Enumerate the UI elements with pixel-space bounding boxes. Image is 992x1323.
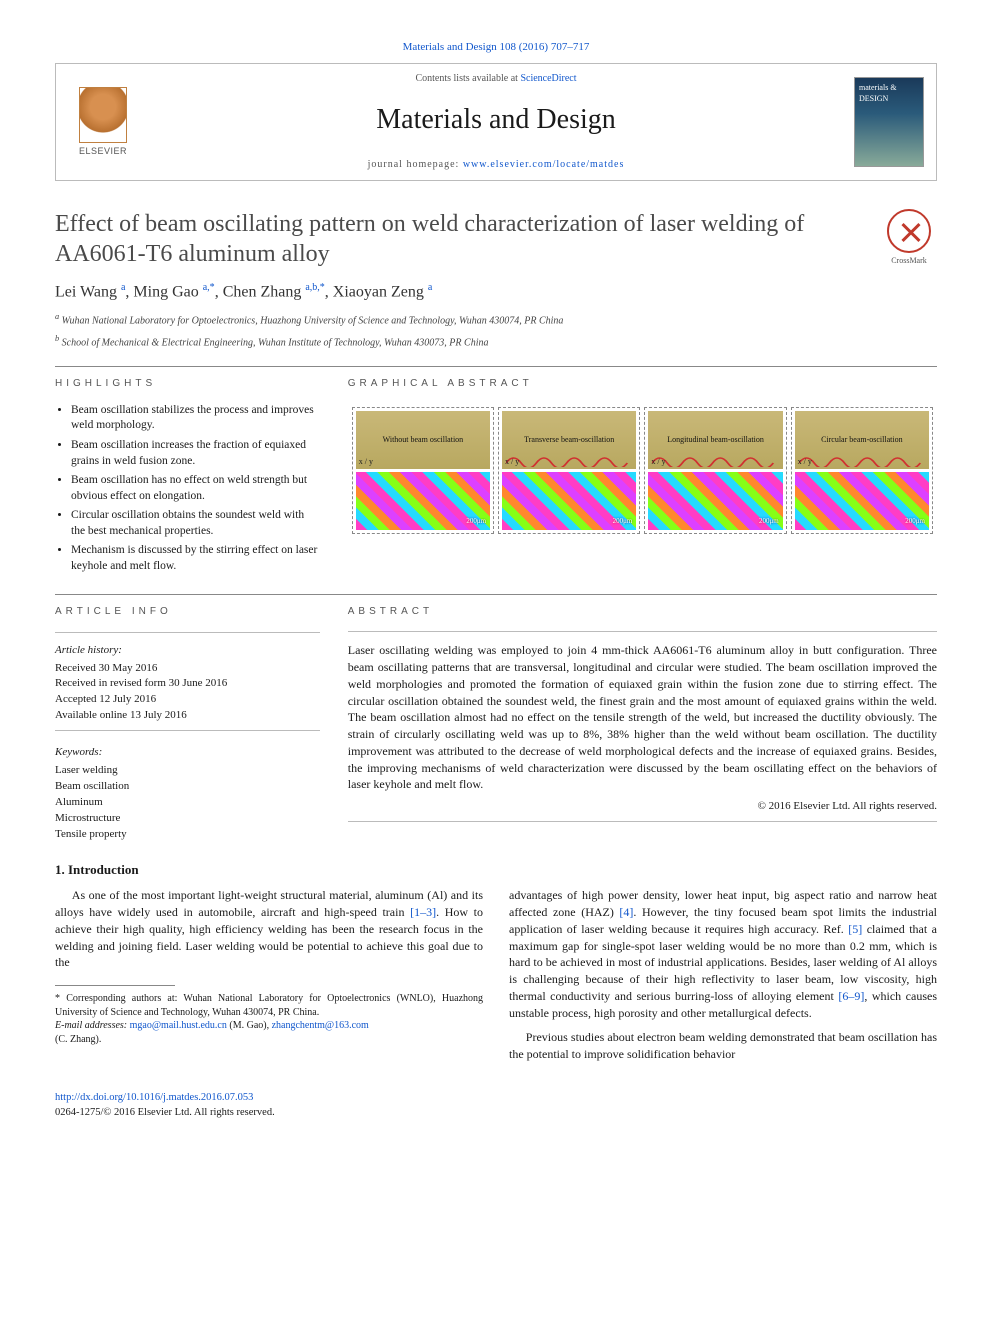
highlights-label: HIGHLIGHTS: [55, 377, 320, 391]
highlight-item: Circular oscillation obtains the soundes…: [71, 508, 320, 539]
crossmark-icon: [887, 209, 931, 253]
keyword: Microstructure: [55, 811, 320, 827]
crossmark-badge[interactable]: CrossMark: [881, 209, 937, 266]
affiliation-a: a Wuhan National Laboratory for Optoelec…: [55, 311, 937, 328]
graphical-abstract-section: GRAPHICAL ABSTRACT Without beam oscillat…: [348, 377, 937, 578]
graphical-abstract-panel: Circular beam-oscillationx / y200μm: [791, 407, 933, 534]
abstract-label: ABSTRACT: [348, 605, 937, 619]
article-info-label: ARTICLE INFO: [55, 605, 320, 620]
history-line: Received 30 May 2016: [55, 661, 320, 677]
keyword: Beam oscillation: [55, 779, 320, 795]
email-link-gao[interactable]: mgao@mail.hust.edu.cn: [130, 1020, 227, 1031]
affiliation-b: b School of Mechanical & Electrical Engi…: [55, 333, 937, 350]
article-info-section: ARTICLE INFO Article history: Received 3…: [55, 605, 320, 843]
journal-homepage-link[interactable]: www.elsevier.com/locate/matdes: [463, 159, 625, 170]
history-line: Received in revised form 30 June 2016: [55, 676, 320, 692]
abstract-text: Laser oscillating welding was employed t…: [348, 642, 937, 793]
doi-link[interactable]: http://dx.doi.org/10.1016/j.matdes.2016.…: [55, 1092, 253, 1103]
graphical-abstract-panel: Transverse beam-oscillationx / y200μm: [498, 407, 640, 534]
abstract-section: ABSTRACT Laser oscillating welding was e…: [348, 605, 937, 843]
highlight-item: Beam oscillation increases the fraction …: [71, 438, 320, 469]
ref-link-1-3[interactable]: [1–3]: [410, 905, 436, 919]
journal-title: Materials and Design: [138, 100, 854, 139]
body-text: As one of the most important light-weigh…: [55, 887, 937, 1071]
copyright-line: © 2016 Elsevier Ltd. All rights reserved…: [348, 799, 937, 814]
keyword: Tensile property: [55, 827, 320, 843]
graphical-abstract-label: GRAPHICAL ABSTRACT: [348, 377, 937, 391]
keyword: Aluminum: [55, 795, 320, 811]
history-line: Available online 13 July 2016: [55, 708, 320, 724]
top-banner: Materials and Design 108 (2016) 707–717: [55, 40, 937, 55]
journal-cover-thumb: materials & DESIGN: [854, 77, 924, 167]
elsevier-logo: ELSEVIER: [68, 82, 138, 162]
email-link-zhang[interactable]: zhangchentm@163.com: [272, 1020, 369, 1031]
ref-link-4[interactable]: [4]: [619, 905, 633, 919]
graphical-abstract-panel: Longitudinal beam-oscillationx / y200μm: [644, 407, 786, 534]
journal-header: ELSEVIER Contents lists available at Sci…: [55, 63, 937, 180]
keyword: Laser welding: [55, 763, 320, 779]
highlight-item: Beam oscillation stabilizes the process …: [71, 403, 320, 434]
sciencedirect-link[interactable]: ScienceDirect: [520, 73, 576, 84]
journal-homepage: journal homepage: www.elsevier.com/locat…: [138, 158, 854, 172]
issn-line: 0264-1275/© 2016 Elsevier Ltd. All right…: [55, 1107, 275, 1118]
history-line: Accepted 12 July 2016: [55, 692, 320, 708]
highlights-section: HIGHLIGHTS Beam oscillation stabilizes t…: [55, 377, 320, 578]
graphical-abstract-panel: Without beam oscillationx / y200μm: [352, 407, 494, 534]
ref-link-5[interactable]: [5]: [848, 922, 862, 936]
highlight-item: Mechanism is discussed by the stirring e…: [71, 543, 320, 574]
contents-line: Contents lists available at ScienceDirec…: [138, 72, 854, 86]
footnotes: * Corresponding authors at: Wuhan Nation…: [55, 992, 483, 1046]
highlight-item: Beam oscillation has no effect on weld s…: [71, 473, 320, 504]
page-footer: http://dx.doi.org/10.1016/j.matdes.2016.…: [55, 1091, 937, 1120]
banner-link[interactable]: Materials and Design 108 (2016) 707–717: [403, 41, 590, 53]
section-heading-introduction: 1. Introduction: [55, 861, 937, 879]
article-title: Effect of beam oscillating pattern on we…: [55, 209, 871, 269]
author-list: Lei Wang a, Ming Gao a,*, Chen Zhang a,b…: [55, 281, 937, 304]
ref-link-6-9[interactable]: [6–9]: [838, 989, 864, 1003]
